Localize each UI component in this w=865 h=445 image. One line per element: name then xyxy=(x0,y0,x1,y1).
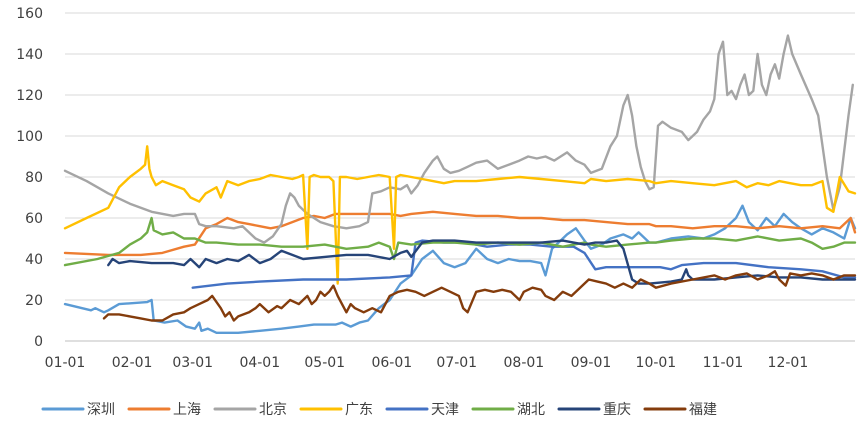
legend-item-8: 福建 xyxy=(643,402,717,418)
legend-label: 上海 xyxy=(173,402,201,418)
legend-label: 广东 xyxy=(345,402,373,418)
y-tick-label-140: 140 xyxy=(16,47,43,63)
y-tick-label-0: 0 xyxy=(34,334,43,350)
x-tick-label-09-01: 09-01 xyxy=(571,355,612,371)
y-tick-label-160: 160 xyxy=(16,6,43,22)
legend-item-2: 上海 xyxy=(127,402,201,418)
series-line-1 xyxy=(63,204,857,334)
legend-item-7: 重庆 xyxy=(557,402,631,418)
legend: 深圳 上海 北京 广东 天津 湖北 重庆 福建 xyxy=(41,402,717,418)
legend-item-3: 北京 xyxy=(213,402,287,418)
x-tick-label-01-01: 01-01 xyxy=(45,355,86,371)
legend-item-6: 湖北 xyxy=(471,402,545,418)
y-tick-label-60: 60 xyxy=(25,211,43,227)
x-tick-label-05-01: 05-01 xyxy=(304,355,345,371)
y-tick-label-20: 20 xyxy=(25,293,43,309)
legend-item-4: 广东 xyxy=(299,402,373,418)
x-tick-label-11-01: 11-01 xyxy=(703,355,744,371)
x-tick-label-12-01: 12-01 xyxy=(768,355,809,371)
x-tick-label-06-01: 06-01 xyxy=(371,355,412,371)
x-tick-label-03-01: 03-01 xyxy=(172,355,213,371)
series-line-6 xyxy=(63,216,857,267)
x-tick-label-08-01: 08-01 xyxy=(504,355,545,371)
x-tick-label-02-01: 02-01 xyxy=(112,355,153,371)
series-line-8 xyxy=(102,270,857,322)
legend-label: 福建 xyxy=(689,402,717,418)
legend-item-1: 深圳 xyxy=(41,402,115,418)
legend-label: 深圳 xyxy=(87,402,115,418)
series-line-4 xyxy=(63,145,857,285)
y-tick-label-100: 100 xyxy=(16,129,43,145)
x-tick-label-04-01: 04-01 xyxy=(239,355,280,371)
series-lines xyxy=(63,34,857,334)
legend-label: 北京 xyxy=(259,402,287,418)
legend-label: 重庆 xyxy=(603,402,631,418)
x-axis-tick-labels: 01-01 02-01 03-01 04-01 05-01 06-01 07-01 08-01… xyxy=(45,355,809,371)
y-tick-label-120: 120 xyxy=(16,88,43,104)
legend-label: 湖北 xyxy=(517,402,545,418)
legend-label: 天津 xyxy=(431,402,459,418)
legend-item-5: 天津 xyxy=(385,402,459,418)
x-tick-label-07-01: 07-01 xyxy=(436,355,477,371)
series-line-2 xyxy=(63,210,857,257)
gridlines xyxy=(65,12,855,342)
y-tick-label-40: 40 xyxy=(25,252,43,268)
y-tick-label-80: 80 xyxy=(25,170,43,186)
series-line-3 xyxy=(63,34,854,244)
y-axis-tick-labels: 0 20 40 60 80 100 120 140 160 xyxy=(16,6,43,350)
series-line-7 xyxy=(107,239,857,285)
x-tick-label-10-01: 10-01 xyxy=(636,355,677,371)
